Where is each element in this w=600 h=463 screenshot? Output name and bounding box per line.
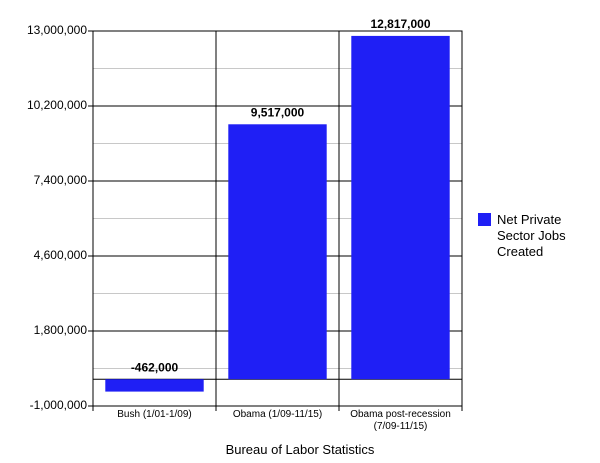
- legend-swatch: [478, 213, 491, 226]
- bar: [228, 124, 327, 380]
- bar: [351, 35, 450, 380]
- y-tick-label: 4,600,000: [34, 248, 88, 262]
- x-tick-label: Obama (1/09-11/15): [232, 409, 323, 420]
- x-tick-label: Obama post-recession (7/09-11/15): [350, 409, 451, 432]
- y-tick-label: 10,200,000: [27, 98, 87, 112]
- x-tick-label: Bush (1/01-1/09): [117, 409, 192, 420]
- y-tick-label: -1,000,000: [30, 398, 88, 412]
- data-label: 9,517,000: [251, 105, 305, 119]
- y-tick-label: 1,800,000: [34, 323, 88, 337]
- plot-frame: [92, 30, 463, 407]
- data-label: 12,817,000: [370, 17, 430, 31]
- legend-label: Net Private Sector Jobs Created: [497, 212, 566, 259]
- x-axis-title: Bureau of Labor Statistics: [225, 442, 375, 457]
- data-label: -462,000: [131, 360, 179, 374]
- legend: Net Private Sector Jobs Created: [478, 212, 577, 260]
- y-tick-label: 13,000,000: [27, 23, 87, 37]
- y-tick-label: 7,400,000: [34, 173, 88, 187]
- bar: [105, 379, 204, 392]
